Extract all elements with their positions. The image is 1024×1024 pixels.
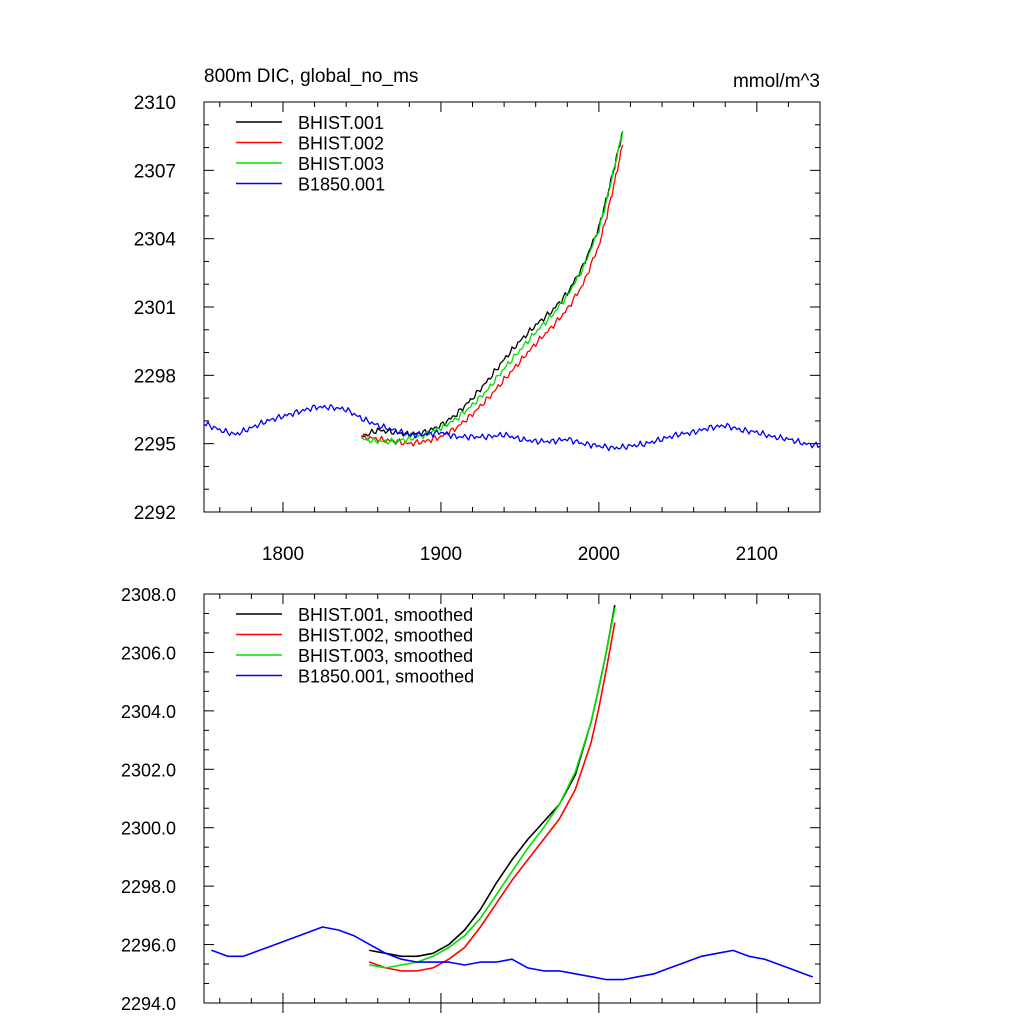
x-tick-label: 2100 [736, 544, 778, 565]
y-tick-label: 2306.0 [121, 643, 176, 663]
chart-bottom: 2294.0 2296.0 2298.0 2300.0 2302.0 2304.0 2306… [121, 585, 821, 1014]
legend-label: BHIST.001, smoothed [298, 605, 473, 625]
plot-frame [203, 101, 821, 513]
x-tick-label: 2000 [578, 544, 620, 565]
series-line [361, 130, 624, 445]
chart-units: mmol/m^3 [733, 71, 820, 92]
legend-label: B1850.001, smoothed [298, 667, 474, 687]
legend-label: B1850.001 [298, 175, 385, 195]
series-line [211, 926, 813, 981]
y-tick-label: 2294.0 [121, 994, 176, 1014]
series-line [369, 622, 616, 972]
chart-title: 800m DIC, global_no_ms [204, 66, 418, 87]
y-tick-label: 2301 [134, 298, 176, 319]
y-tick-label: 2296.0 [121, 936, 176, 956]
y-tick-label: 2298.0 [121, 877, 176, 897]
y-tick-label: 2302.0 [121, 760, 176, 780]
y-tick-label: 2304 [134, 230, 177, 251]
series-line [369, 607, 616, 969]
chart-top: 800m DIC, global_no_ms mmol/m^3 2292 2295… [134, 66, 821, 565]
legend-label: BHIST.002, smoothed [298, 626, 473, 646]
legend-label: BHIST.001 [298, 113, 384, 133]
y-tick-label: 2295 [134, 435, 176, 456]
series-line [361, 144, 624, 447]
y-tick-label: 2308.0 [121, 585, 176, 605]
y-tick-label: 2298 [134, 366, 176, 387]
y-tick-label: 2310 [134, 93, 176, 114]
plot-frame [203, 593, 821, 1004]
legend-label: BHIST.003 [298, 154, 384, 174]
x-tick-label: 1800 [262, 544, 304, 565]
y-tick-label: 2292 [134, 503, 176, 524]
y-tick-label: 2304.0 [121, 702, 176, 722]
y-tick-label: 2307 [134, 161, 176, 182]
x-tick-label: 1900 [420, 544, 462, 565]
legend-label: BHIST.002 [298, 134, 384, 154]
series-line [203, 404, 821, 452]
legend-label: BHIST.003, smoothed [298, 646, 473, 666]
y-tick-label: 2300.0 [121, 819, 176, 839]
